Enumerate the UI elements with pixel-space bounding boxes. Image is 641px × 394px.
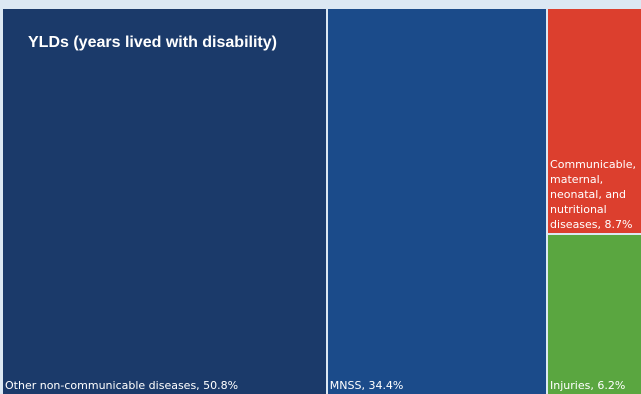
tile-label: MNSS, 34.4% xyxy=(329,379,404,392)
tile-label: Other non-communicable diseases, 50.8% xyxy=(5,379,239,392)
treemap-tile: Communicable, maternal, neonatal, and nu… xyxy=(548,9,641,233)
treemap-tile: Other non-communicable diseases, 50.8% xyxy=(3,9,326,394)
treemap-tile: MNSS, 34.4% xyxy=(327,9,547,394)
tile-label: Communicable, maternal, neonatal, and nu… xyxy=(550,157,636,231)
chart-title: YLDs (years lived with disability) xyxy=(28,34,277,51)
tile-label: Injuries, 6.2% xyxy=(550,378,626,392)
treemap-tile: Injuries, 6.2% xyxy=(548,234,641,394)
